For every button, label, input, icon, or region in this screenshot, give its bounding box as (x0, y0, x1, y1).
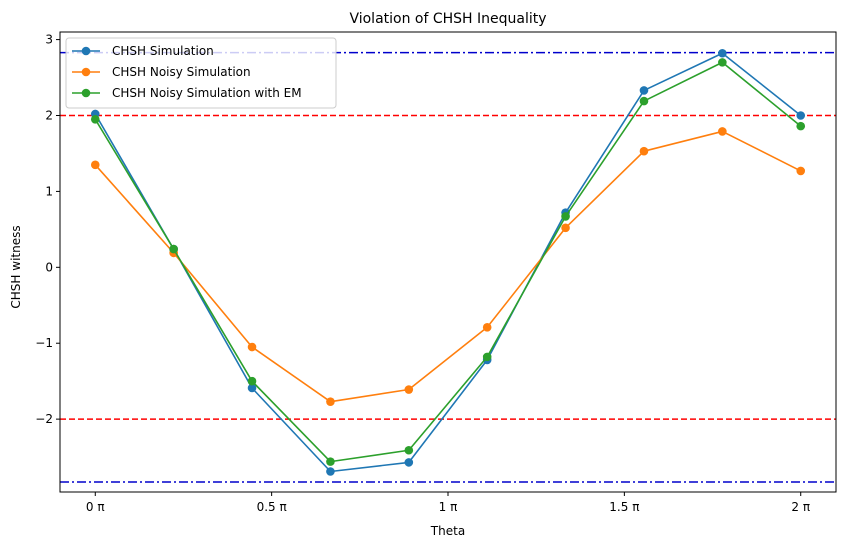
data-point-s2-1 (169, 244, 178, 254)
y-tick-label-5: 3 (45, 33, 53, 47)
series-line-1 (94, 130, 802, 403)
x-tick-label-1: 0.5 π (257, 500, 287, 514)
y-tick-label-4: 2 (45, 108, 53, 122)
data-point-s1-0 (90, 160, 100, 170)
x-tick-label-2: 1 π (439, 500, 458, 514)
data-point-s0-7 (639, 86, 649, 95)
series-line-2 (94, 61, 802, 463)
data-point-s1-7 (639, 146, 649, 156)
data-point-s0-2 (247, 383, 257, 393)
legend-box (65, 37, 337, 109)
data-point-s1-9 (796, 166, 806, 176)
legend-label-0: CHSH Simulation (112, 44, 214, 58)
legend-marker-2 (81, 88, 91, 98)
data-point-s2-8 (718, 58, 727, 67)
legend-marker-1 (81, 67, 91, 77)
y-tick-label-0: −2 (35, 412, 53, 426)
plot-background (60, 32, 836, 492)
plot-area: 0 π 0.5 π 1 π 1.5 π 2 π −2 −1 0 1 2 3 (35, 31, 837, 514)
y-axis-title: CHSH witness (9, 225, 23, 308)
x-axis-title: Theta (430, 524, 465, 538)
legend-marker-0 (81, 46, 91, 56)
data-point-s2-7 (639, 96, 649, 106)
data-point-s1-5 (482, 322, 492, 332)
data-point-s0-8 (718, 48, 727, 58)
data-point-s2-2 (247, 376, 257, 386)
data-point-s0-9 (796, 111, 806, 120)
legend-label-2: CHSH Noisy Simulation with EM (112, 86, 302, 100)
y-tick-label-3: 1 (45, 184, 53, 198)
data-point-s2-0 (90, 114, 100, 124)
series-line-0 (94, 52, 802, 473)
data-point-s0-4 (404, 458, 414, 467)
chart-title: Violation of CHSH Inequality (349, 11, 546, 27)
data-point-s2-3 (326, 457, 335, 466)
legend-label-1: CHSH Noisy Simulation (112, 65, 251, 79)
x-tick-label-0: 0 π (86, 500, 105, 514)
legend: CHSH Simulation CHSH Noisy Simulation CHSH… (65, 37, 337, 109)
data-point-s1-8 (718, 127, 727, 136)
data-point-s2-9 (796, 121, 806, 131)
x-tick-label-4: 2 π (791, 500, 810, 514)
data-point-s1-4 (404, 385, 414, 394)
x-tick-label-3: 1.5 π (609, 500, 639, 514)
data-point-s1-2 (247, 342, 257, 352)
data-point-s0-3 (326, 467, 335, 476)
data-point-s2-5 (482, 352, 492, 362)
data-point-s2-4 (404, 445, 414, 455)
data-point-s2-6 (561, 212, 570, 221)
data-point-s1-3 (326, 397, 335, 406)
y-tick-label-2: 0 (45, 260, 53, 274)
data-point-s1-6 (561, 223, 570, 233)
y-tick-label-1: −1 (35, 336, 53, 350)
